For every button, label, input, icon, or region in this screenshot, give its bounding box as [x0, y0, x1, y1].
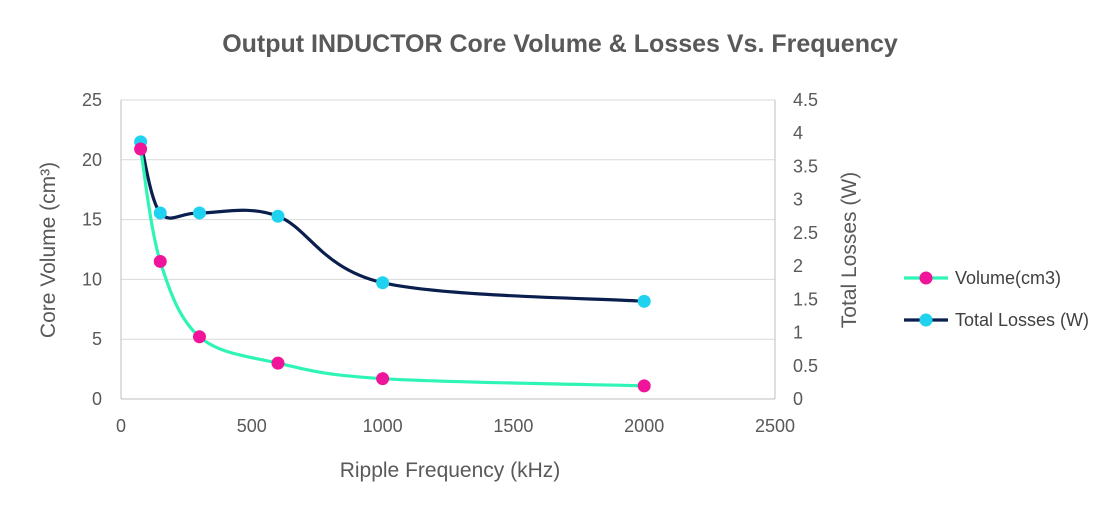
data-point	[637, 379, 651, 393]
x-tick-label: 1500	[493, 416, 533, 436]
chart-title: Output INDUCTOR Core Volume & Losses Vs.…	[222, 30, 898, 58]
legend: Volume(cm3) Total Losses (W)	[904, 268, 1089, 330]
axis-layer: 0 5 10 15 20 25 0 500 1000 1500 2000 2500 0 0.5 1 1.5 2 2…	[82, 90, 818, 436]
data-point	[376, 372, 390, 386]
y2-axis-title: Total Losses (W)	[838, 172, 861, 328]
y2-tick-label: 1.5	[793, 289, 818, 309]
data-point	[134, 142, 148, 156]
series-line	[139, 140, 646, 303]
series-line	[139, 147, 646, 388]
legend-marker	[919, 271, 933, 285]
y2-tick-label: 2.5	[793, 223, 818, 243]
legend-marker	[919, 313, 933, 327]
y2-tick-label: 0.5	[793, 356, 818, 376]
x-axis-title: Ripple Frequency (kHz)	[340, 459, 561, 482]
y2-tick-label: 3	[793, 190, 803, 210]
x-tick-label: 1000	[363, 416, 403, 436]
y-tick-label: 0	[92, 389, 102, 409]
y2-tick-label: 0	[793, 389, 803, 409]
data-point	[376, 276, 390, 290]
data-point	[271, 209, 285, 223]
data-point	[192, 206, 206, 220]
x-tick-label: 0	[116, 416, 126, 436]
data-point	[271, 356, 285, 370]
y2-tick-label: 4	[793, 123, 803, 143]
grid-layer	[121, 99, 775, 400]
legend-label: Total Losses (W)	[955, 310, 1089, 330]
data-point	[153, 254, 167, 268]
x-tick-label: 500	[237, 416, 267, 436]
y-axis-title: Core Volume (cm³)	[37, 162, 60, 338]
data-point	[192, 330, 206, 344]
y-tick-label: 20	[82, 150, 102, 170]
y2-tick-label: 2	[793, 256, 803, 276]
x-tick-label: 2500	[755, 416, 795, 436]
y-tick-label: 15	[82, 210, 102, 230]
y2-tick-label: 4.5	[793, 90, 818, 110]
y-tick-label: 5	[92, 329, 102, 349]
x-tick-label: 2000	[624, 416, 664, 436]
data-point	[153, 206, 167, 220]
y2-tick-label: 1	[793, 323, 803, 343]
y-tick-label: 25	[82, 90, 102, 110]
series-layer	[134, 135, 651, 393]
y2-tick-label: 3.5	[793, 156, 818, 176]
data-point	[637, 294, 651, 308]
legend-label: Volume(cm3)	[955, 268, 1061, 288]
y-tick-label: 10	[82, 269, 102, 289]
